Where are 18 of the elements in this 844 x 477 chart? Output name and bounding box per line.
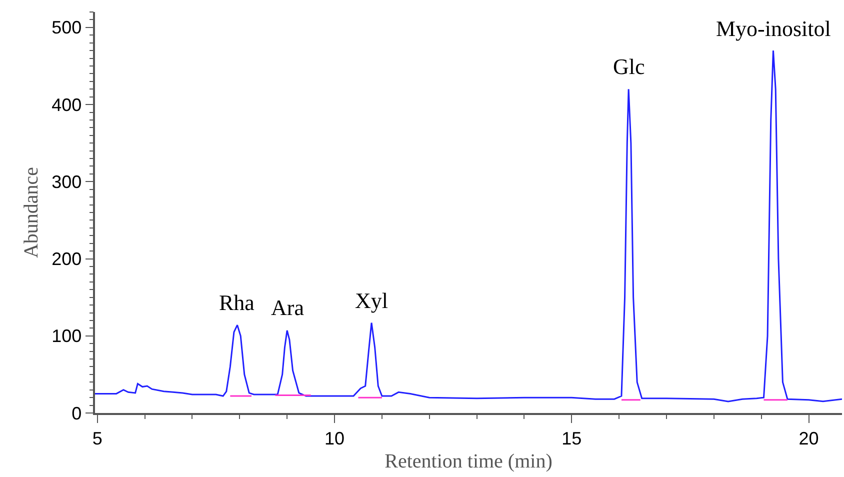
line-series [95, 50, 842, 402]
y-tick-label: 400 [52, 94, 82, 115]
annotation: Ara [271, 295, 304, 320]
y-tick-label: 100 [52, 326, 82, 346]
annotation: Myo-inositol [716, 16, 831, 41]
x-tick-label: 5 [92, 428, 102, 448]
y-tick-label: 300 [52, 172, 82, 192]
annotation: Glc [613, 54, 645, 79]
x-axis-title: Retention time (min) [384, 450, 552, 472]
x-tick-label: 10 [324, 428, 345, 448]
y-tick-label: 0 [72, 403, 82, 424]
x-tick-label: 15 [562, 428, 582, 448]
annotation: Rha [219, 290, 255, 315]
y-axis-title: Abundance [20, 166, 43, 258]
y-tick-label: 500 [52, 18, 82, 38]
annotation: Xyl [355, 288, 388, 313]
y-tick-label: 200 [52, 249, 82, 270]
x-tick-label: 20 [798, 428, 819, 448]
